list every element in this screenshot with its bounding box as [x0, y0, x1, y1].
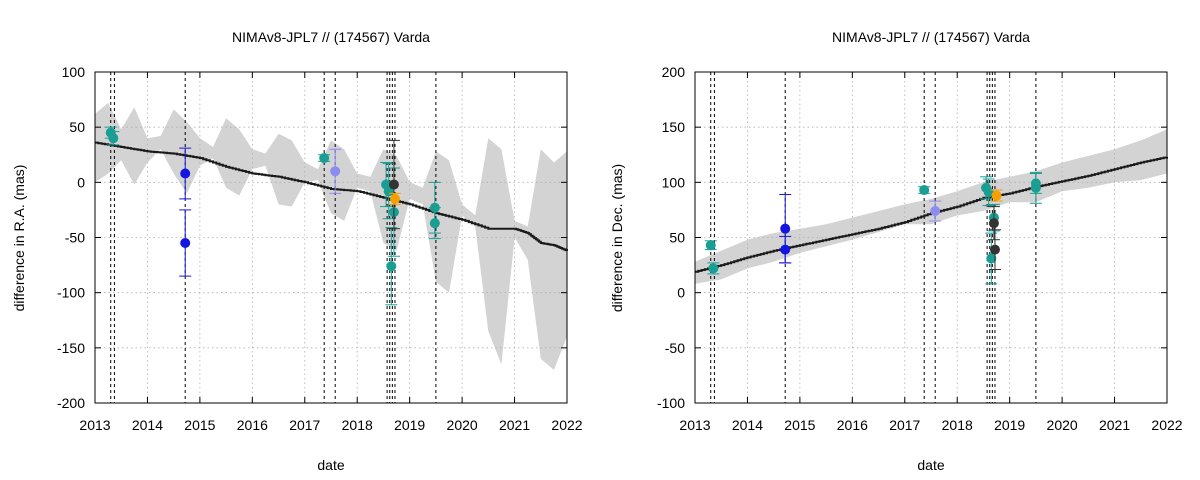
dec-y-tick-label: 0: [677, 285, 685, 301]
ra-x-axis-label: date: [317, 457, 344, 473]
ra-axis-ticks: 2013 2014 2015 2016 2017 2018 2019 2020 2021 2022…: [57, 64, 583, 433]
ra-data-point: [180, 238, 191, 249]
ra-y-tick-label: 0: [77, 174, 85, 190]
dec-data-point: [708, 263, 719, 274]
dec-y-tick-label: 50: [669, 230, 685, 246]
dec-chart-title: NIMAv8-JPL7 // (174567) Varda: [832, 29, 1030, 45]
ra-panel: NIMAv8-JPL7 // (174567) Varda difference…: [11, 29, 583, 473]
dec-y-tick-label: 150: [662, 119, 686, 135]
dec-axis-ticks: 2013 2014 2015 2016 2017 2018 2019 2020 2021 2022…: [657, 64, 1183, 433]
ra-uncertainty-band: [95, 102, 567, 370]
ra-x-tick-label: 2017: [289, 417, 320, 433]
ra-uncertainty-band-layer: [95, 102, 567, 370]
dec-data-point: [988, 218, 999, 229]
ra-y-tick-label: -150: [57, 340, 85, 356]
ra-x-tick-label: 2019: [394, 417, 425, 433]
dec-x-axis-label: date: [917, 457, 944, 473]
ra-model-curve-layer: [95, 141, 568, 252]
dec-x-tick-label: 2016: [837, 417, 868, 433]
ra-x-tick-label: 2021: [499, 417, 530, 433]
dec-panel: NIMAv8-JPL7 // (174567) Varda difference…: [609, 29, 1183, 473]
ra-x-tick-label: 2018: [342, 417, 373, 433]
ra-chart-title: NIMAv8-JPL7 // (174567) Varda: [232, 29, 430, 45]
dec-x-tick-label: 2017: [889, 417, 920, 433]
ra-y-tick-label: 100: [62, 64, 86, 80]
dec-y-tick-label: 200: [662, 64, 686, 80]
ra-data-point: [319, 153, 330, 164]
dec-data-point: [986, 253, 997, 264]
dec-data-point: [780, 244, 791, 255]
ra-x-tick-label: 2014: [132, 417, 163, 433]
ra-data-point: [386, 261, 397, 272]
ra-y-axis-label: difference in R.A. (mas): [11, 165, 27, 312]
ra-x-tick-label: 2016: [237, 417, 268, 433]
dec-x-tick-label: 2013: [679, 417, 710, 433]
dec-data-point: [991, 190, 1002, 201]
dec-data-point: [919, 185, 930, 196]
dec-y-tick-label: 100: [662, 174, 686, 190]
dec-data-point: [780, 223, 791, 234]
dec-y-tick-label: -50: [665, 340, 685, 356]
dec-data-point: [1030, 182, 1041, 193]
dec-y-axis-label: difference in Dec. (mas): [609, 164, 625, 312]
ra-data-point: [429, 218, 440, 229]
dec-uncertainty-band-layer: [695, 129, 1167, 284]
dec-data-point: [930, 206, 941, 217]
dec-data-points: [704, 171, 1042, 285]
ra-data-point: [389, 193, 400, 204]
ra-data-point: [388, 179, 399, 190]
dec-x-tick-label: 2020: [1047, 417, 1078, 433]
dec-x-tick-label: 2022: [1151, 417, 1182, 433]
dec-y-tick-label: -100: [657, 395, 685, 411]
ra-x-tick-label: 2013: [79, 417, 110, 433]
ra-y-tick-label: -50: [65, 230, 85, 246]
dec-x-tick-label: 2021: [1099, 417, 1130, 433]
dec-x-tick-label: 2014: [732, 417, 763, 433]
ra-y-tick-label: 50: [69, 119, 85, 135]
ra-data-point: [330, 166, 341, 177]
ra-y-tick-label: -200: [57, 395, 85, 411]
ra-x-tick-label: 2015: [184, 417, 215, 433]
dec-uncertainty-band: [695, 129, 1167, 284]
ra-model-curve: [95, 141, 568, 252]
ra-y-tick-label: -100: [57, 285, 85, 301]
ra-data-points: [104, 126, 441, 306]
dec-x-tick-label: 2019: [994, 417, 1025, 433]
ra-data-point: [108, 133, 119, 144]
ra-x-tick-label: 2022: [551, 417, 582, 433]
dec-data-point: [705, 240, 716, 251]
dec-grid-layer: [695, 72, 1167, 403]
dec-x-tick-label: 2018: [942, 417, 973, 433]
ra-x-tick-label: 2020: [447, 417, 478, 433]
dec-x-tick-label: 2015: [784, 417, 815, 433]
ra-data-point: [180, 168, 191, 179]
ra-grid-layer: [95, 72, 567, 403]
dec-vertical-markers: [710, 72, 1037, 403]
dec-data-point: [989, 244, 1000, 255]
